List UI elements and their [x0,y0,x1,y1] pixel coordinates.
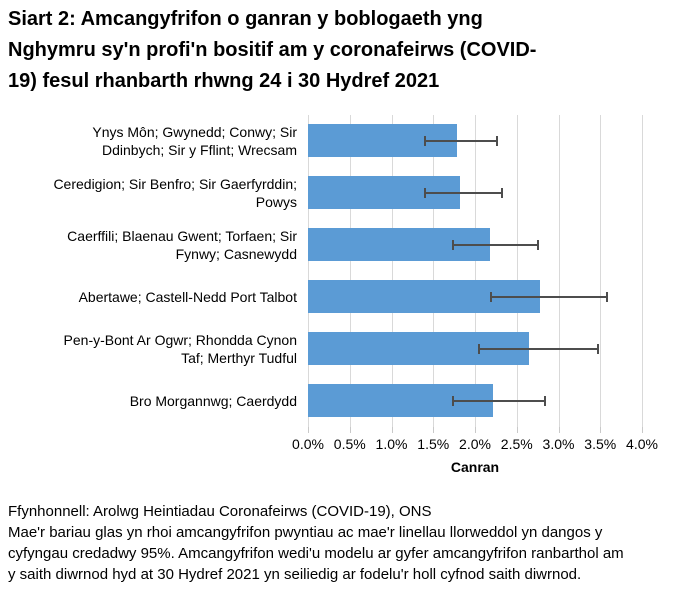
gridline [433,115,435,427]
axis-tick [391,427,393,433]
axis-tick [475,427,476,433]
x-axis-title: Canran [450,459,500,475]
confidence-interval [451,240,540,250]
bar-track [308,375,673,427]
gridline [642,115,643,427]
bar-track [308,271,673,323]
chart-row: Caerffili; Blaenau Gwent; Torfaen; Sir F… [0,219,673,271]
source-text: Ffynhonnell: Arolwg Heintiadau Coronafei… [8,503,432,520]
bar-track [308,167,673,219]
confidence-interval [424,136,499,146]
gridline [308,115,309,427]
gridline [600,115,602,427]
axis-tick-label: 0.0% [292,436,324,452]
axis-tick-label: 1.0% [375,436,408,452]
axis-tick-label: 2.5% [500,436,533,452]
axis-tick [600,427,602,433]
axis-tick-label: 0.5% [333,436,366,452]
axis-tick [433,427,435,433]
category-label: Ceredigion; Sir Benfro; Sir Gaerfyrddin;… [53,176,297,210]
confidence-interval [490,292,608,302]
x-axis: 0.0% 0.5% 1.0% 1.5% 2.0% 2.5% 3.0% 3.5% 4.0% [292,427,658,457]
axis-tick-label: 4.0% [626,436,658,452]
bar-chart: Ynys Môn; Gwynedd; Conwy; Sir Ddinbych; … [0,115,673,480]
category-label: Bro Morgannwg; Caerdydd [129,393,297,409]
axis-tick [308,427,309,433]
bar-track [308,219,673,271]
axis-tick [516,427,518,433]
confidence-interval [477,344,600,354]
gridline [516,115,518,427]
category-label: Abertawe; Castell-Nedd Port Talbot [78,289,297,305]
gridline [558,115,560,427]
axis-tick [642,427,643,433]
chart-row: Abertawe; Castell-Nedd Port Talbot [0,271,673,323]
axis-tick-label: 2.0% [459,436,491,452]
chart-row: Pen-y-Bont Ar Ogwr; Rhondda Cynon Taf; M… [0,323,673,375]
gridline [391,115,393,427]
axis-tick [349,427,351,433]
gridline [349,115,351,427]
category-label: Caerffili; Blaenau Gwent; Torfaen; Sir F… [67,228,297,262]
axis-tick-label: 3.0% [542,436,575,452]
bar-track [308,115,673,167]
chart-row: Bro Morgannwg; Caerdydd [0,375,673,427]
axis-tick [558,427,560,433]
category-label: Ynys Môn; Gwynedd; Conwy; Sir Ddinbych; … [92,124,297,158]
chart-row: Ceredigion; Sir Benfro; Sir Gaerfyrddin;… [0,167,673,219]
category-label: Pen-y-Bont Ar Ogwr; Rhondda Cynon Taf; M… [63,332,297,366]
footnotes: Ffynhonnell: Arolwg Heintiadau Coronafei… [8,501,670,585]
axis-tick-label: 3.5% [584,436,617,452]
gridline [475,115,476,427]
chart-title: Siart 2: Amcangyfrifon o ganran y boblog… [8,8,537,92]
axis-tick-label: 1.5% [417,436,450,452]
bar-track [308,323,673,375]
gridlines [308,115,643,427]
chart-rows: Ynys Môn; Gwynedd; Conwy; Sir Ddinbych; … [0,115,673,427]
chart-row: Ynys Môn; Gwynedd; Conwy; Sir Ddinbych; … [0,115,673,167]
note-text: Mae'r bariau glas yn rhoi amcangyfrifon … [8,524,624,583]
confidence-interval [451,396,546,406]
confidence-interval [424,188,504,198]
